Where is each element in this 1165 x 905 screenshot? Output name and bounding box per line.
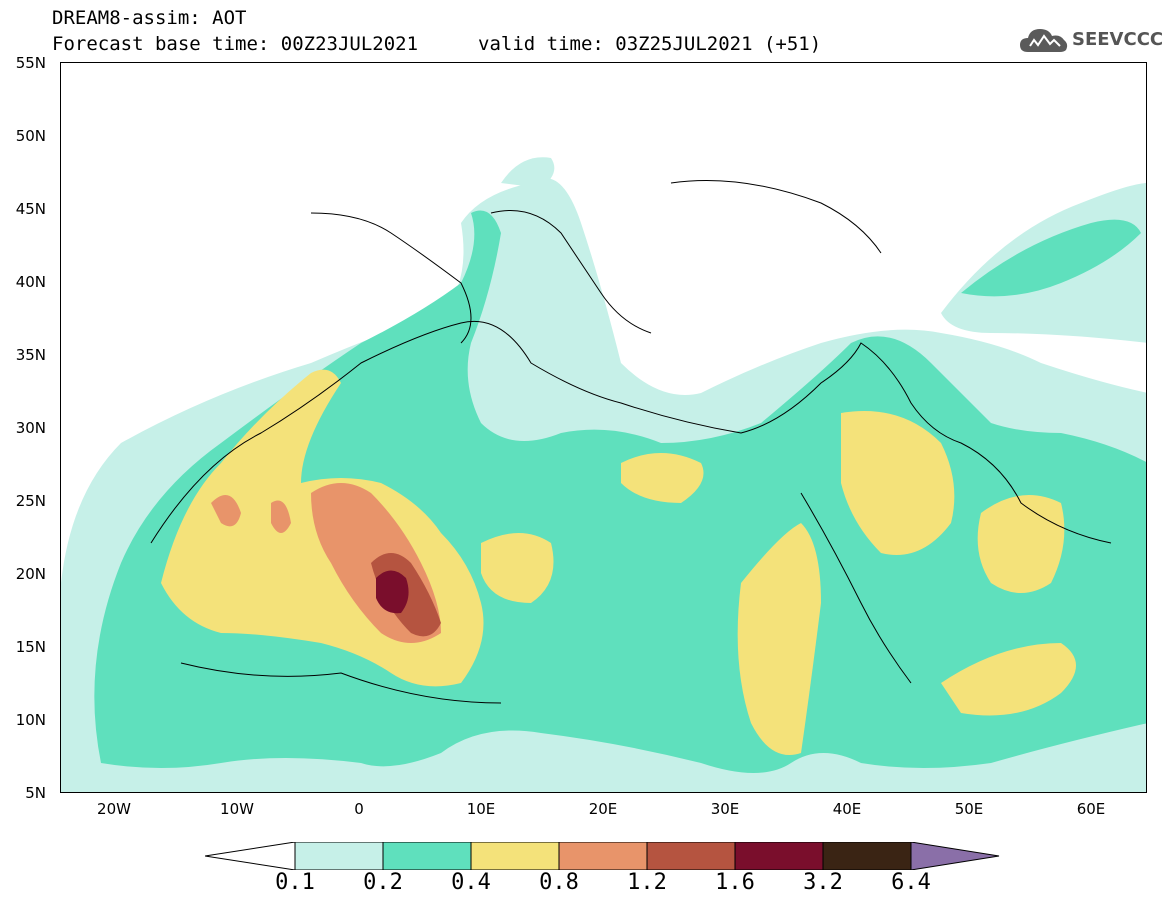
- cloud-icon: [1020, 29, 1068, 52]
- lon-label-40E: 40E: [832, 800, 862, 818]
- forecast-base-time: Forecast base time: 00Z23JUL2021: [52, 33, 419, 55]
- colorbar-swatch-1.2: [646, 842, 736, 870]
- colorbar-label-3.2: 3.2: [803, 870, 843, 895]
- logo-text: SEEVCCC: [1072, 29, 1164, 50]
- lon-label-20W: 20W: [97, 800, 131, 818]
- colorbar-label-0.1: 0.1: [275, 870, 315, 895]
- valid-time: valid time: 03Z25JUL2021 (+51): [478, 33, 822, 55]
- lat-label-20N: 20N: [15, 565, 46, 583]
- lon-label-20E: 20E: [588, 800, 618, 818]
- lat-label-10N: 10N: [15, 711, 46, 729]
- aot-colorbar: [205, 842, 1000, 870]
- lon-label-10W: 10W: [220, 800, 254, 818]
- lat-label-50N: 50N: [15, 127, 46, 145]
- lon-label-60E: 60E: [1076, 800, 1106, 818]
- aot-level-1.6: [376, 570, 409, 614]
- map-title: DREAM8-assim: AOT: [52, 7, 247, 29]
- aot-field-map: [61, 157, 1146, 792]
- colorbar-swatch-0.8: [558, 842, 648, 870]
- colorbar-overflow-triangle: [910, 842, 1000, 870]
- colorbar-swatch-3.2: [822, 842, 912, 870]
- lon-label-0: 0: [354, 800, 364, 818]
- colorbar-label-0.2: 0.2: [363, 870, 403, 895]
- lat-label-55N: 55N: [15, 54, 46, 72]
- colorbar-label-0.4: 0.4: [451, 870, 491, 895]
- lat-label-35N: 35N: [15, 346, 46, 364]
- lon-label-30E: 30E: [710, 800, 740, 818]
- coastlines: [150, 180, 1112, 704]
- lat-label-30N: 30N: [15, 419, 46, 437]
- colorbar-swatch-1.6: [734, 842, 824, 870]
- colorbar-label-6.4: 6.4: [891, 870, 931, 895]
- lat-label-25N: 25N: [15, 492, 46, 510]
- lat-label-40N: 40N: [15, 273, 46, 291]
- colorbar-underflow-triangle: [205, 842, 296, 870]
- map-panel: [60, 62, 1147, 793]
- colorbar-label-1.6: 1.6: [715, 870, 755, 895]
- lat-label-15N: 15N: [15, 638, 46, 656]
- colorbar-swatch-0.4: [470, 842, 560, 870]
- colorbar-label-1.2: 1.2: [627, 870, 667, 895]
- seevccc-logo: SEEVCCC: [1018, 24, 1163, 58]
- lat-label-45N: 45N: [15, 200, 46, 218]
- colorbar-swatch-0.1: [294, 842, 384, 870]
- colorbar-swatch-0.2: [382, 842, 472, 870]
- lon-label-10E: 10E: [466, 800, 496, 818]
- colorbar-label-0.8: 0.8: [539, 870, 579, 895]
- lon-label-50E: 50E: [954, 800, 984, 818]
- lat-label-5N: 5N: [25, 784, 46, 802]
